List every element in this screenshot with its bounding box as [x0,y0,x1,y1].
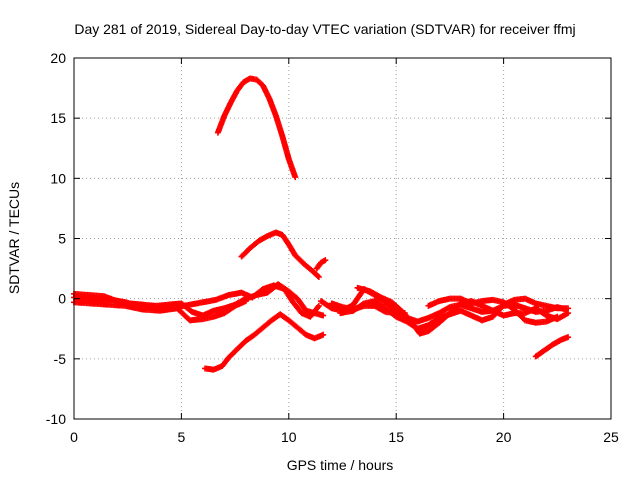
y-axis-label: SDTVAR / TECUs [6,182,22,294]
y-tick-label: -10 [46,411,66,427]
x-axis-label: GPS time / hours [287,457,394,473]
data-point [565,310,572,317]
x-tick-label: 15 [388,429,404,445]
x-tick-label: 10 [281,429,297,445]
series-layer [71,75,572,373]
data-point [322,257,329,264]
x-tick-label: 0 [70,429,78,445]
series-baseline-c [71,298,249,324]
series-evening-d [425,295,561,326]
series-arc-peak-5 [238,229,322,281]
chart-title: Day 281 of 2019, Sidereal Day-to-day VTE… [74,21,575,37]
x-tick-label: 5 [178,429,186,445]
series-baseline-b [71,281,327,319]
data-point [320,331,327,338]
data-point [292,174,299,181]
series-arc-tail-3 [313,257,329,272]
y-tick-label: 10 [50,170,66,186]
data-point [565,334,572,341]
data-point [554,313,561,320]
data-point [314,273,321,280]
data-point [401,310,408,317]
y-tick-label: 0 [58,291,66,307]
data-point [315,274,322,281]
x-tick-label: 20 [496,429,512,445]
data-point [315,302,322,309]
series-evening-e [328,300,408,317]
series-arc-low-neg [202,311,327,373]
y-tick-label: 15 [50,110,66,126]
axis-ticks: 0 5 10 15 20 25 -10 -5 0 5 10 15 20 [46,50,619,445]
series-arc-peak-18 [214,75,299,181]
y-tick-label: 5 [58,231,66,247]
x-tick-label: 25 [603,429,619,445]
series-late-neg [532,334,572,360]
grid [74,58,611,419]
data-point [320,312,327,319]
data-point [242,298,249,305]
y-tick-label: -5 [54,351,67,367]
y-tick-label: 20 [50,50,66,66]
